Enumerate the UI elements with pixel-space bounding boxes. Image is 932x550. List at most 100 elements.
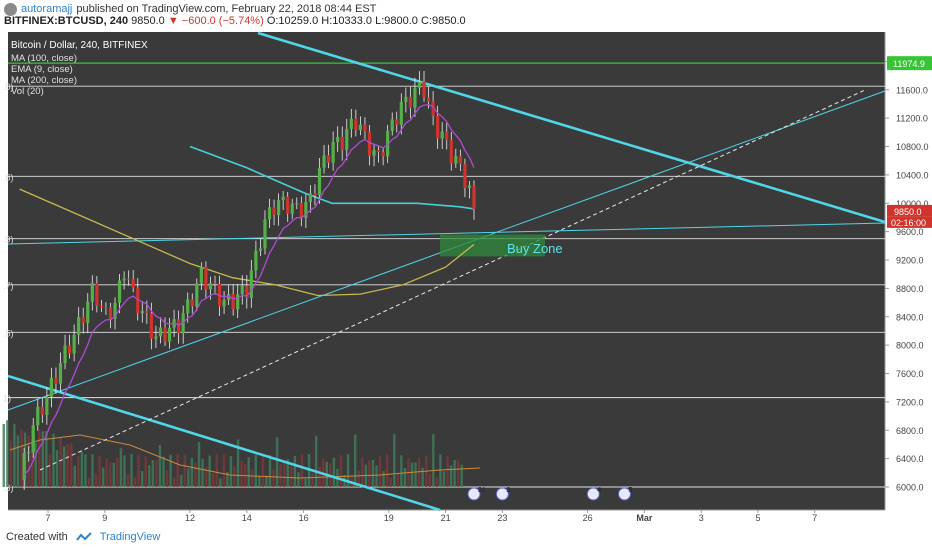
price-change: ▼ −600.0 (−5.74%) bbox=[167, 15, 264, 27]
symbol-label: BITFINEX:BTCUSD, 240 bbox=[4, 15, 129, 27]
volume-bar bbox=[55, 450, 59, 487]
candle-body bbox=[313, 193, 317, 196]
volume-bar bbox=[2, 424, 5, 487]
candle-body bbox=[376, 150, 381, 153]
x-tick-label: 19 bbox=[384, 513, 394, 523]
price-chart[interactable]: .0).6).9).7).5)1).3) 6000.06400.06800.072… bbox=[0, 0, 932, 523]
last-price: 9850.0 bbox=[131, 15, 165, 27]
created-with-label: Created with bbox=[6, 530, 68, 543]
candle-body bbox=[286, 196, 290, 214]
fib-level-label: .3) bbox=[3, 483, 14, 493]
volume-bar bbox=[151, 460, 155, 487]
candle-body bbox=[349, 118, 353, 130]
candle-body bbox=[431, 101, 435, 116]
volume-bar bbox=[400, 455, 403, 487]
legend-title: Bitcoin / Dollar, 240, BITFINEX bbox=[11, 40, 148, 51]
volume-bar bbox=[368, 460, 371, 487]
candle-body bbox=[213, 283, 217, 285]
candle-body bbox=[186, 299, 190, 314]
candle-body bbox=[272, 207, 276, 216]
candle-body bbox=[399, 101, 403, 125]
x-tick-label: 7 bbox=[812, 513, 817, 523]
candle-body bbox=[326, 155, 331, 163]
candle-body bbox=[22, 453, 26, 480]
candle-body bbox=[354, 118, 358, 131]
tradingview-brand[interactable]: TradingView bbox=[99, 530, 161, 543]
author-avatar bbox=[4, 2, 17, 16]
y-tick-label: 8800.0 bbox=[896, 284, 924, 294]
volume-bar bbox=[137, 454, 140, 487]
volume-bar bbox=[48, 454, 52, 487]
author-name[interactable]: autoramajj bbox=[21, 3, 73, 15]
candle-body bbox=[449, 140, 453, 164]
candle-body bbox=[440, 131, 444, 139]
publish-header: autoramajj published on TradingView.com,… bbox=[4, 2, 376, 16]
candle-body bbox=[263, 219, 267, 249]
volume-bar bbox=[222, 454, 226, 487]
candle-body bbox=[467, 185, 472, 188]
volume-bar bbox=[460, 464, 463, 487]
x-tick-label: 21 bbox=[441, 513, 451, 523]
candle-body bbox=[204, 266, 208, 290]
candle-body bbox=[336, 136, 340, 143]
candle-body bbox=[426, 97, 431, 102]
candle-body bbox=[58, 363, 63, 384]
volume-bar bbox=[38, 429, 41, 487]
candle-body bbox=[408, 96, 412, 108]
volume-bar bbox=[446, 456, 449, 487]
ma200-line bbox=[19, 188, 475, 297]
candle-body bbox=[199, 266, 203, 284]
candle-body bbox=[90, 283, 94, 302]
volume-bar bbox=[212, 473, 215, 487]
fib-level-label: .9) bbox=[3, 235, 14, 245]
candle-body bbox=[358, 124, 362, 131]
candle-body bbox=[190, 299, 194, 307]
volume-bar bbox=[311, 472, 314, 487]
volume-bar bbox=[59, 438, 62, 487]
volume-bar bbox=[279, 463, 282, 487]
volume-bar bbox=[148, 465, 151, 487]
candle-body bbox=[340, 136, 344, 150]
y-tick-label: 10000.0 bbox=[896, 199, 929, 209]
y-tick-label: 7200.0 bbox=[896, 397, 924, 407]
candle-body bbox=[331, 142, 335, 163]
volume-bar bbox=[449, 465, 453, 487]
candle-body bbox=[99, 305, 103, 308]
countdown-tag bbox=[887, 216, 932, 228]
volume-bar bbox=[456, 460, 460, 487]
candle-body bbox=[49, 377, 54, 397]
x-tick-label: 7 bbox=[45, 513, 50, 523]
candle-body bbox=[240, 285, 244, 295]
volume-bar bbox=[180, 474, 183, 487]
ema9-line bbox=[23, 103, 475, 476]
volume-bar bbox=[187, 468, 190, 487]
event-count-label: 4 bbox=[597, 487, 601, 494]
y-tick-label: 6800.0 bbox=[896, 426, 924, 436]
publish-info: published on TradingView.com, February 2… bbox=[76, 3, 377, 15]
volume-bar bbox=[41, 431, 45, 487]
volume-bar bbox=[190, 457, 194, 487]
candle-body bbox=[381, 152, 385, 157]
volume-bar bbox=[375, 465, 378, 487]
tradingview-logo-icon bbox=[75, 531, 92, 541]
volume-bar bbox=[378, 456, 382, 487]
candle-body bbox=[454, 156, 458, 164]
candle-body bbox=[104, 307, 108, 309]
candle-body bbox=[295, 203, 299, 205]
candle-body bbox=[167, 327, 172, 342]
volume-bar bbox=[123, 455, 126, 487]
event-count-label: 5 bbox=[629, 487, 633, 494]
volume-bar bbox=[414, 462, 417, 487]
volume-bar bbox=[119, 448, 123, 487]
event-count-label: 2 bbox=[506, 487, 510, 494]
candle-body bbox=[117, 280, 122, 303]
fib-level-label: .0) bbox=[3, 82, 14, 92]
descending-trendline-lower bbox=[7, 374, 441, 512]
y-tick-label: 11200.0 bbox=[896, 114, 928, 124]
volume-bar bbox=[204, 467, 208, 487]
volume-bar bbox=[158, 444, 162, 487]
candle-body bbox=[227, 294, 231, 301]
fib-level-label: 1) bbox=[3, 394, 11, 404]
volume-bar bbox=[297, 472, 300, 487]
x-tick-label: 14 bbox=[242, 513, 252, 523]
